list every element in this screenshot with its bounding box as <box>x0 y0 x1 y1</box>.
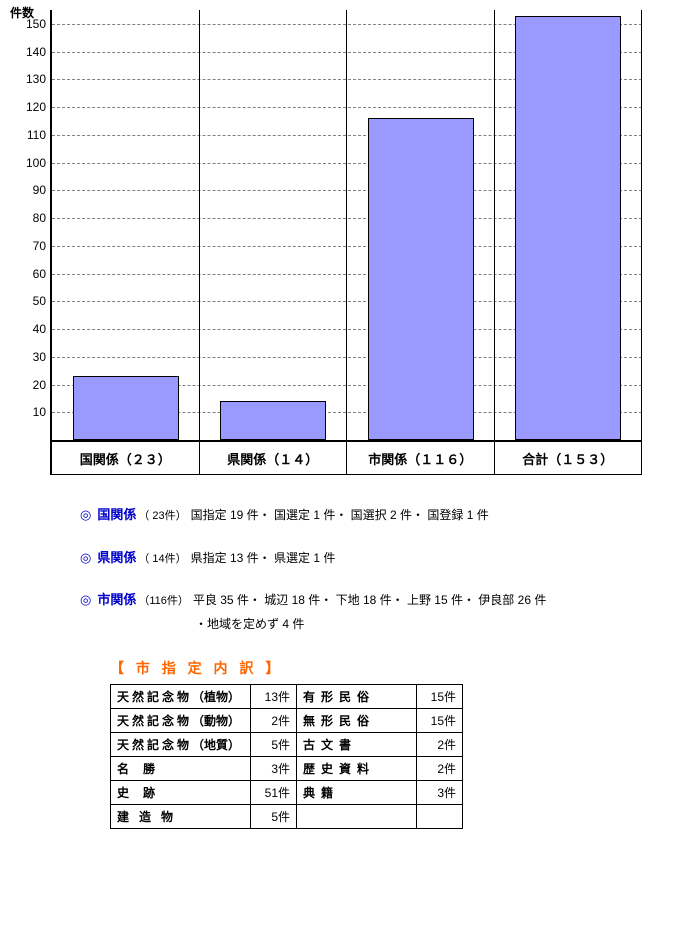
bar-rect <box>368 118 474 440</box>
bar-rect <box>515 16 621 440</box>
breakdown-cat-right: 典籍 <box>297 780 417 804</box>
note-line: ◎ 県関係（ 14件） 県指定 13 件・ 県選定 1 件 <box>80 546 640 571</box>
note-line: ◎ 市関係（116件） 平良 35 件・ 城辺 18 件・ 下地 18 件・ 上野 … <box>80 588 640 635</box>
bar-slot <box>200 10 348 440</box>
y-tick-label: 40 <box>22 322 46 336</box>
y-tick-label: 10 <box>22 405 46 419</box>
breakdown-cat-left: 名勝 <box>111 756 251 780</box>
note-line: ◎ 国関係（ 23件） 国指定 19 件・ 国選定 1 件・ 国選択 2 件・ 国登… <box>80 503 640 528</box>
bar-rect <box>73 376 179 440</box>
y-tick-label: 80 <box>22 211 46 225</box>
x-axis-label: 国関係（２３） <box>52 442 200 474</box>
breakdown-val-left: 5件 <box>251 732 297 756</box>
breakdown-val-right: 2件 <box>417 732 463 756</box>
breakdown-val-right <box>417 804 463 828</box>
notes-section: ◎ 国関係（ 23件） 国指定 19 件・ 国選定 1 件・ 国選択 2 件・ 国登… <box>80 503 640 636</box>
breakdown-cat-right: 有形民俗 <box>297 684 417 708</box>
y-tick-label: 120 <box>22 100 46 114</box>
breakdown-val-right: 3件 <box>417 780 463 804</box>
note-category: 県関係 <box>97 550 136 565</box>
table-row: 天然記念物（動物）2件無形民俗15件 <box>111 708 463 732</box>
bar-slot <box>495 10 643 440</box>
note-bullet-icon: ◎ <box>80 550 91 565</box>
breakdown-cat-left: 天然記念物（植物） <box>111 684 251 708</box>
table-row: 史跡51件典籍3件 <box>111 780 463 804</box>
y-tick-label: 100 <box>22 156 46 170</box>
y-tick-label: 30 <box>22 350 46 364</box>
x-axis-label: 合計（１５３） <box>495 442 643 474</box>
breakdown-cat-right <box>297 804 417 828</box>
y-tick-label: 20 <box>22 378 46 392</box>
y-tick-label: 60 <box>22 267 46 281</box>
bar-slot <box>347 10 495 440</box>
y-tick-label: 90 <box>22 183 46 197</box>
breakdown-cat-right: 古文書 <box>297 732 417 756</box>
y-tick-label: 150 <box>22 17 46 31</box>
breakdown-cat-right: 歴史資料 <box>297 756 417 780</box>
breakdown-title: 【 市 指 定 内 訳 】 <box>110 658 676 678</box>
note-bullet-icon: ◎ <box>80 592 91 607</box>
breakdown-val-right: 15件 <box>417 684 463 708</box>
bar-slot <box>52 10 200 440</box>
breakdown-cat-left: 史跡 <box>111 780 251 804</box>
table-row: 天然記念物（植物）13件有形民俗15件 <box>111 684 463 708</box>
note-category: 国関係 <box>97 507 136 522</box>
breakdown-cat-left: 天然記念物（動物） <box>111 708 251 732</box>
note-category: 市関係 <box>97 592 136 607</box>
breakdown-val-left: 13件 <box>251 684 297 708</box>
breakdown-cat-right: 無形民俗 <box>297 708 417 732</box>
y-tick-label: 130 <box>22 72 46 86</box>
breakdown-val-right: 15件 <box>417 708 463 732</box>
note-count: （ 14件） <box>138 553 186 565</box>
y-tick-label: 110 <box>22 128 46 142</box>
note-text-extra: ・地域を定めず 4 件 <box>195 613 640 636</box>
x-axis-label: 県関係（１４） <box>200 442 348 474</box>
y-tick-label: 70 <box>22 239 46 253</box>
x-axis-label: 市関係（１１６） <box>347 442 495 474</box>
note-text: 県指定 13 件・ 県選定 1 件 <box>191 551 336 565</box>
y-tick-label: 140 <box>22 45 46 59</box>
table-row: 天然記念物（地質）5件古文書2件 <box>111 732 463 756</box>
y-tick-label: 50 <box>22 294 46 308</box>
breakdown-val-left: 3件 <box>251 756 297 780</box>
breakdown-cat-left: 建造物 <box>111 804 251 828</box>
breakdown-val-left: 5件 <box>251 804 297 828</box>
note-count: （116件） <box>138 595 189 607</box>
breakdown-cat-left: 天然記念物（地質） <box>111 732 251 756</box>
breakdown-table: 天然記念物（植物）13件有形民俗15件天然記念物（動物）2件無形民俗15件天然記… <box>110 684 463 829</box>
bar-rect <box>220 401 326 440</box>
breakdown-val-left: 51件 <box>251 780 297 804</box>
bar-chart: 件数 102030405060708090100110120130140150 … <box>50 10 650 475</box>
note-count: （ 23件） <box>138 510 186 522</box>
breakdown-val-left: 2件 <box>251 708 297 732</box>
note-text: 平良 35 件・ 城辺 18 件・ 下地 18 件・ 上野 15 件・ 伊良部 … <box>193 593 546 607</box>
note-text: 国指定 19 件・ 国選定 1 件・ 国選択 2 件・ 国登録 1 件 <box>191 508 489 522</box>
table-row: 建造物5件 <box>111 804 463 828</box>
note-bullet-icon: ◎ <box>80 507 91 522</box>
table-row: 名勝3件歴史資料2件 <box>111 756 463 780</box>
breakdown-val-right: 2件 <box>417 756 463 780</box>
